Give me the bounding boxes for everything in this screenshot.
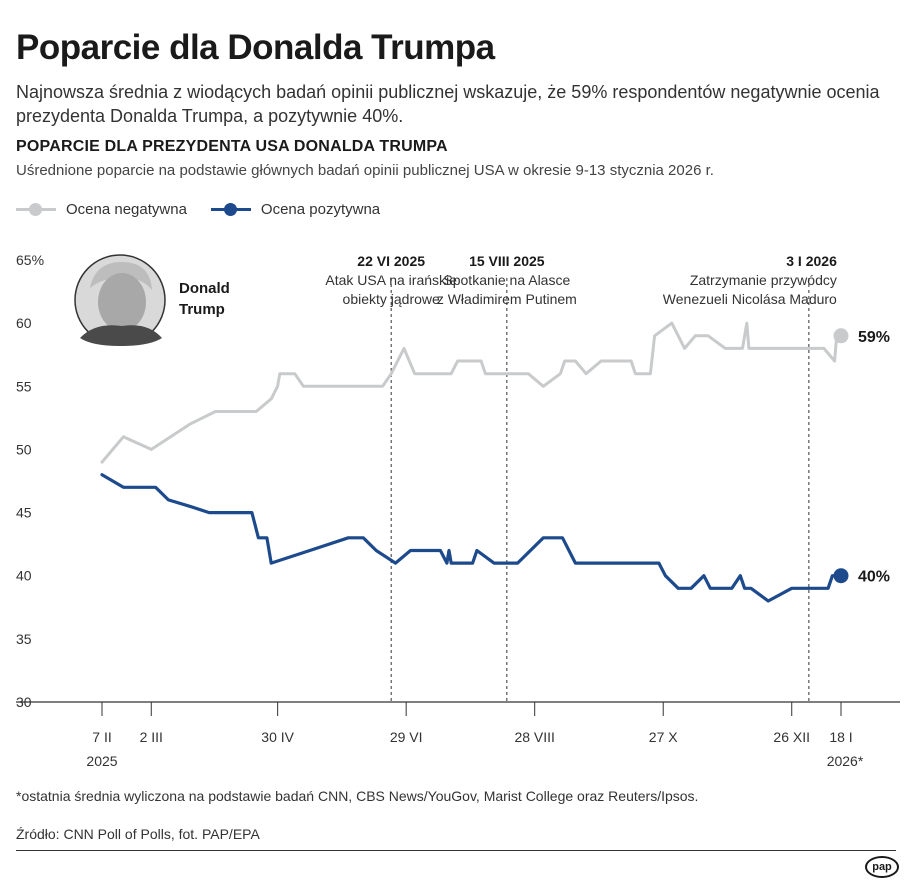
series-end-label-positive: 40%: [858, 569, 890, 586]
event-description-label: Spotkanie na Alasce: [443, 272, 570, 288]
portrait-label-line-1: Donald: [179, 280, 230, 297]
series-line-positive: [100, 473, 843, 603]
legend-label-positive: Ocena pozytywna: [260, 200, 381, 218]
trump-portrait: Donald Trump: [74, 254, 230, 346]
legend-item-negative: Ocena negatywna: [16, 201, 187, 218]
event-description-label: Atak USA na irańskie: [325, 272, 457, 288]
pap-logo: pap: [865, 856, 899, 878]
y-tick-label: 40: [16, 568, 32, 584]
y-tick-label: 35: [16, 631, 32, 647]
legend-item-positive: Ocena pozytywna: [210, 200, 381, 218]
source-note: Źródło: CNN Poll of Polls, fot. PAP/EPA: [16, 826, 260, 842]
y-tick-label: 65%: [16, 252, 44, 268]
event-description-label: obiekty jądrowe: [343, 291, 440, 307]
portrait-label-line-2: Trump: [179, 301, 225, 318]
x-tick-sublabel: 2026*: [827, 753, 864, 769]
legend-swatch-negative: [16, 202, 56, 216]
y-tick-label: 60: [16, 315, 32, 331]
series-end-label-negative: 59%: [858, 329, 890, 346]
event-description-label: Zatrzymanie przywódcy: [690, 272, 837, 288]
event-description-label: z Władimirem Putinem: [437, 291, 577, 307]
series-end-point-negative: [833, 328, 849, 344]
event-date-label: 15 VIII 2025: [469, 253, 545, 269]
bottom-divider: [16, 850, 896, 851]
page-title: Poparcie dla Donalda Trumpa: [16, 28, 495, 67]
page-subtitle: Najnowsza średnia z wiodących badań opin…: [16, 82, 880, 126]
legend-swatch-positive: [210, 202, 251, 216]
portrait-suit-shape: [80, 325, 162, 346]
y-tick-label: 50: [16, 441, 32, 457]
x-tick-label: 7 II: [92, 729, 111, 745]
footnote: *ostatnia średnia wyliczona na podstawie…: [16, 788, 699, 804]
legend-label-negative: Ocena negatywna: [66, 200, 187, 218]
series-line-negative: [100, 321, 843, 464]
event-date-label: 22 VI 2025: [357, 253, 425, 269]
series-end-point-positive: [833, 568, 849, 584]
chart-legend: Ocena negatywna Ocena pozytywna: [16, 198, 404, 220]
chart-subtitle: Uśrednione poparcie na podstawie głównyc…: [16, 162, 714, 179]
chart-title: POPARCIE DLA PREZYDENTA USA DONALDA TRUM…: [16, 138, 448, 155]
event-description-label: Wenezueli Nicolása Maduro: [663, 291, 837, 307]
y-tick-label: 55: [16, 378, 32, 394]
x-tick-label: 18 I: [829, 729, 852, 745]
x-tick-label: 28 VIII: [514, 729, 554, 745]
event-date-label: 3 I 2026: [786, 253, 837, 269]
x-tick-label: 30 IV: [261, 729, 294, 745]
x-tick-label: 26 XII: [773, 729, 810, 745]
x-tick-label: 29 VI: [390, 729, 423, 745]
x-tick-label: 27 X: [649, 729, 678, 745]
x-tick-sublabel: 2025: [86, 753, 117, 769]
y-tick-label: 45: [16, 505, 32, 521]
portrait-face-shape: [98, 273, 146, 331]
x-tick-label: 2 III: [140, 729, 163, 745]
